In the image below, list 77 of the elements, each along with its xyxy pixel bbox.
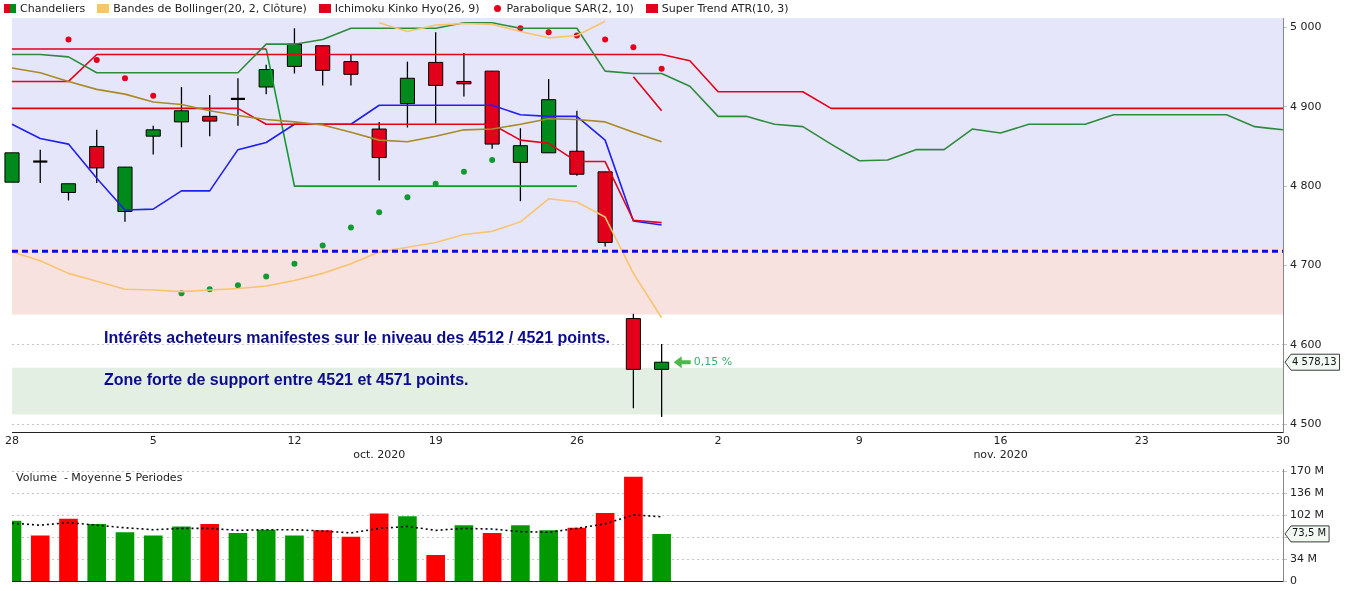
bar <box>511 525 530 581</box>
text: 4 578,13 <box>1292 355 1337 367</box>
line-series <box>11 514 663 534</box>
point <box>630 44 637 51</box>
bar <box>426 554 445 581</box>
bar <box>143 535 163 581</box>
bar <box>624 476 643 581</box>
x-tick-label: 30 <box>1276 434 1290 448</box>
x-tick-label: 26 <box>569 434 584 448</box>
point <box>150 92 157 99</box>
bar <box>115 532 135 581</box>
legend-label: Super Trend ATR(10, 3) <box>661 2 789 15</box>
point <box>263 273 270 280</box>
bar <box>652 533 671 581</box>
legend-label: Parabolique SAR(2, 10) <box>506 2 634 15</box>
point <box>545 29 552 36</box>
bar <box>172 526 191 581</box>
x-tick-label: 5 <box>149 434 157 448</box>
legend-label: Chandeliers <box>20 2 86 15</box>
y-tick-label: 4 900 <box>1290 99 1322 113</box>
legend-label: Ichimoku Kinko Hyo(26, 9) <box>334 2 480 15</box>
candlestick <box>32 149 49 184</box>
bar <box>200 523 220 581</box>
x-tick-label: 19 <box>428 434 443 448</box>
x-tick-label: 12 <box>287 434 302 448</box>
chart-title: Volume - Moyenne 5 Periodes <box>16 470 183 484</box>
point <box>489 156 496 163</box>
point <box>347 224 354 231</box>
x-tick-label: 2 <box>714 434 722 448</box>
bar <box>567 527 587 581</box>
bar <box>285 535 304 581</box>
point <box>432 180 439 187</box>
point <box>376 209 383 216</box>
bar <box>539 530 558 581</box>
point <box>658 65 665 72</box>
x-tick-label: oct. 2020 <box>353 447 406 461</box>
bar <box>482 532 502 581</box>
bar <box>228 532 248 581</box>
point <box>460 168 467 175</box>
y-tick-label: 4 700 <box>1290 258 1322 272</box>
point <box>65 36 72 43</box>
y-tick-label: 5 000 <box>1290 20 1322 34</box>
text: 73,5 M <box>1292 527 1327 539</box>
annotation: 0,15 % <box>693 355 733 369</box>
bar <box>313 530 333 581</box>
x-tick-label: 16 nov. 2020 <box>973 434 1028 461</box>
y-tick-label: 170 M <box>1290 464 1324 478</box>
point <box>404 194 411 201</box>
point <box>319 242 326 249</box>
point <box>234 282 241 289</box>
y-tick-label: 4 600 <box>1290 337 1322 351</box>
y-tick-label: 136 M <box>1290 486 1324 500</box>
bar <box>30 535 50 581</box>
y-tick-label: 4 500 <box>1290 416 1322 430</box>
y-tick-label: 102 M <box>1290 508 1324 522</box>
bar <box>59 518 78 581</box>
y-tick-label: 4 800 <box>1290 179 1322 192</box>
bar <box>256 529 276 581</box>
bar <box>87 523 107 581</box>
bar <box>369 513 389 581</box>
bar <box>454 525 474 581</box>
x-tick-label: 23 <box>1134 434 1149 448</box>
x-tick-label: 9 <box>855 434 863 448</box>
point <box>93 57 100 64</box>
bar <box>341 536 361 581</box>
point <box>121 75 128 82</box>
annotation: Intérêts acheteurs manifestes sur le niveau des 4512 / 4521 points. <box>104 329 611 347</box>
point <box>291 260 298 267</box>
legend-label: Bandes de Bollinger(20, 2, Clôture) <box>113 2 307 15</box>
candlestick <box>229 77 247 127</box>
bar <box>398 516 417 581</box>
bar <box>595 512 615 581</box>
x-tick-label: 28 <box>5 434 19 448</box>
annotation: Zone forte de support entre 4521 et 4571 points. <box>104 371 469 389</box>
y-tick-label: 34 M <box>1290 552 1317 566</box>
point <box>602 36 609 43</box>
y-tick-label: 0 <box>1290 574 1297 588</box>
